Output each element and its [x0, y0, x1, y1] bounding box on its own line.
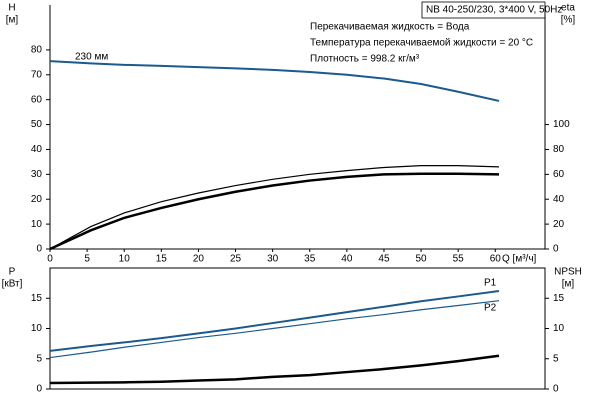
y2-tick-label: 5 [553, 353, 559, 364]
y2-tick-label: 80 [553, 144, 565, 155]
curve [49, 300, 500, 359]
y-tick-label: 10 [31, 219, 43, 230]
plot-frame [49, 267, 546, 390]
x-axis-label: Q [м³/ч] [502, 254, 537, 265]
y-tick-label: 30 [31, 169, 43, 180]
y-axis-unit: [кВт] [2, 279, 23, 290]
y2-tick-label: 0 [553, 244, 559, 255]
x-tick-label: 55 [453, 254, 465, 265]
annotation: Плотность = 998.2 кг/м³ [310, 54, 420, 65]
y-axis-label: P [9, 267, 16, 278]
y2-tick-label: 15 [553, 293, 565, 304]
y-tick-label: 5 [36, 353, 42, 364]
y2-tick-label: 40 [553, 194, 565, 205]
curve [49, 165, 500, 250]
curve [49, 289, 500, 352]
curve [49, 354, 500, 385]
y2-tick-label: 0 [553, 384, 559, 395]
y-tick-label: 60 [31, 94, 43, 105]
y2-axis-unit: [%] [561, 15, 576, 26]
y-tick-label: 70 [31, 69, 43, 80]
series-label: 230 мм [75, 52, 108, 63]
y2-axis-unit: [м] [562, 279, 575, 290]
x-tick-label: 20 [193, 254, 205, 265]
y2-axis-label: eta [561, 3, 575, 14]
series-label: P1 [484, 278, 497, 289]
annotation: NB 40-250/230, 3*400 V, 50Hz [426, 5, 562, 16]
y-tick-label: 15 [31, 293, 43, 304]
y-axis-unit: [м] [6, 15, 19, 26]
y2-tick-label: 20 [553, 219, 565, 230]
x-tick-label: 30 [267, 254, 279, 265]
x-tick-label: 25 [230, 254, 242, 265]
y2-tick-label: 60 [553, 169, 565, 180]
x-tick-label: 45 [378, 254, 390, 265]
annotation: Перекачиваемая жидкость = Вода [310, 22, 470, 33]
annotation: Температура перекачиваемой жидкости = 20… [310, 38, 533, 49]
curve [49, 172, 500, 251]
x-tick-label: 0 [47, 254, 53, 265]
y-tick-label: 50 [31, 119, 43, 130]
x-tick-label: 5 [84, 254, 90, 265]
y-tick-label: 20 [31, 194, 43, 205]
x-tick-label: 50 [416, 254, 428, 265]
x-tick-label: 40 [341, 254, 353, 265]
y2-tick-label: 100 [553, 119, 570, 130]
y-tick-label: 80 [31, 45, 43, 56]
y-tick-label: 40 [31, 144, 43, 155]
y-axis-label: H [8, 3, 15, 14]
y2-axis-label: NPSH [554, 267, 582, 278]
y-tick-label: 0 [36, 384, 42, 395]
curve [49, 60, 500, 102]
series-label: P2 [484, 303, 497, 314]
y-tick-label: 10 [31, 323, 43, 334]
x-tick-label: 60 [490, 254, 502, 265]
x-tick-label: 15 [156, 254, 168, 265]
x-tick-label: 35 [304, 254, 316, 265]
x-tick-label: 10 [119, 254, 131, 265]
y2-tick-label: 10 [553, 323, 565, 334]
y-tick-label: 0 [36, 244, 42, 255]
